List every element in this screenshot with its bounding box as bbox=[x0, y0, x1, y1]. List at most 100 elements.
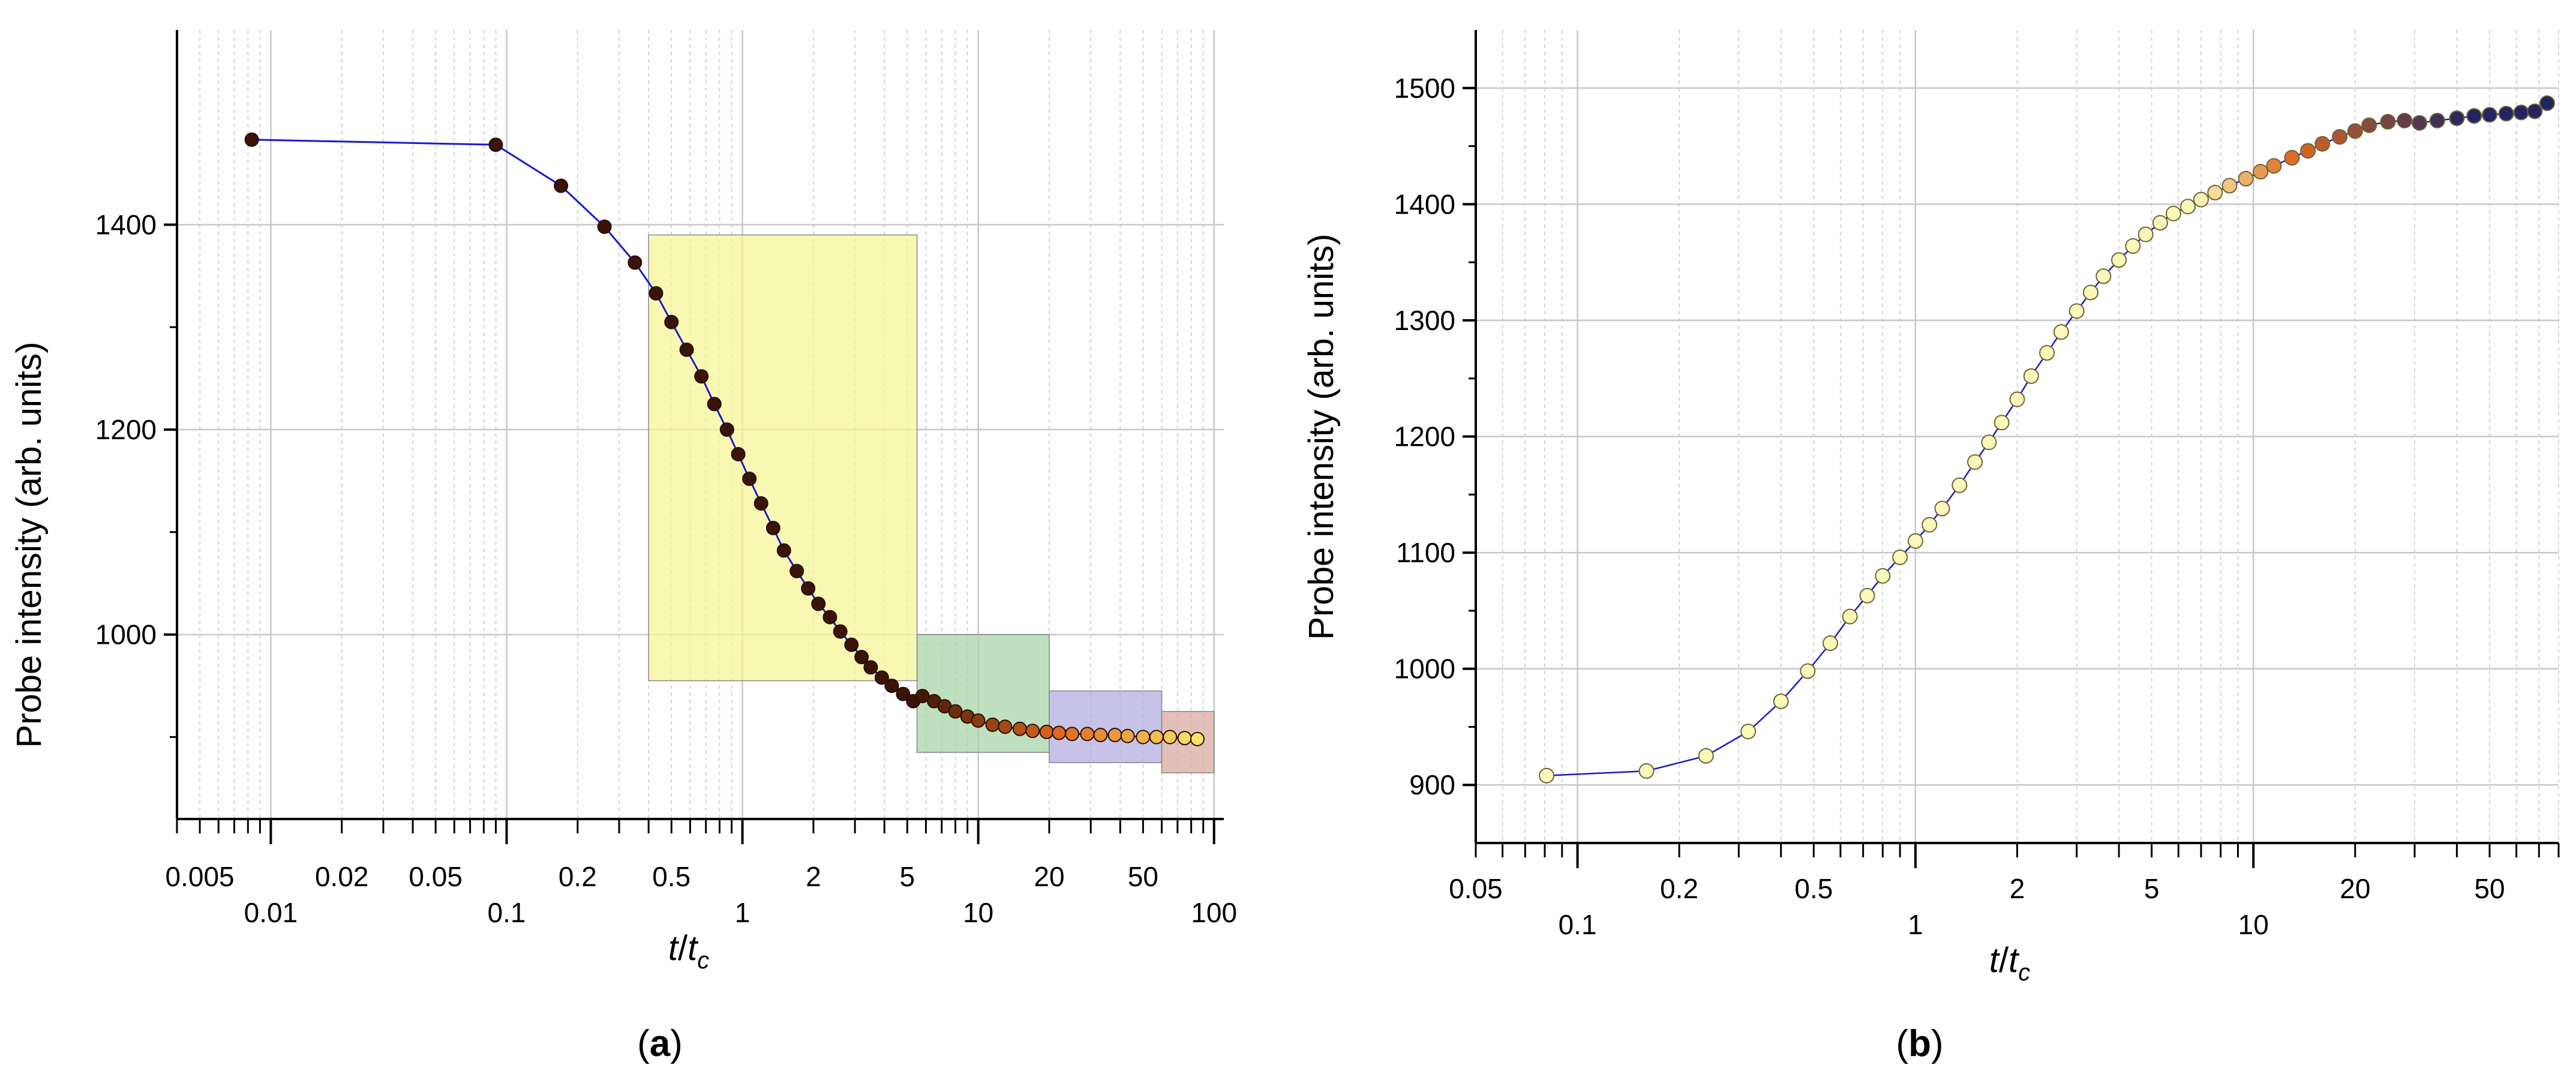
data-point bbox=[244, 132, 259, 147]
data-point bbox=[1136, 730, 1151, 745]
data-point bbox=[1842, 608, 1858, 625]
data-point bbox=[2125, 238, 2141, 254]
y-tick-label: 1400 bbox=[95, 209, 157, 240]
data-point bbox=[2180, 199, 2196, 215]
x-tick-label: 0.1 bbox=[1559, 909, 1597, 940]
data-point bbox=[1039, 724, 1054, 739]
panel-b-data-points bbox=[1539, 95, 2555, 784]
data-point bbox=[948, 704, 963, 719]
data-point bbox=[1065, 727, 1080, 742]
data-point bbox=[2466, 108, 2482, 124]
x-tick-label: 0.5 bbox=[652, 861, 690, 892]
shaded-region-purple bbox=[1049, 690, 1163, 763]
panel-a-axes bbox=[164, 30, 1224, 844]
data-point bbox=[2083, 284, 2099, 301]
x-tick-label: 50 bbox=[1128, 861, 1158, 892]
data-point bbox=[1052, 725, 1067, 740]
data-point bbox=[998, 719, 1013, 734]
data-point bbox=[2482, 107, 2498, 123]
panel-b-chart: 900 1000 1100 1200 1300 1400 1500 0.05 0.2 0.5 2 5 2… bbox=[1302, 30, 2560, 1064]
data-point bbox=[1875, 568, 1891, 584]
x-tick-label: 0.2 bbox=[1660, 873, 1698, 904]
data-point bbox=[742, 472, 757, 487]
x-tick-label: 2 bbox=[2010, 873, 2025, 904]
x-tick-label: 10 bbox=[2238, 909, 2269, 940]
x-tick-label: 0.005 bbox=[166, 861, 235, 892]
x-tick-label: 100 bbox=[1191, 897, 1237, 928]
data-point bbox=[1859, 587, 1875, 604]
panel-a-y-axis-title: Probe intensity (arb. units) bbox=[10, 342, 49, 748]
data-point bbox=[2111, 252, 2127, 268]
panel-b-axes bbox=[1463, 30, 2560, 868]
data-point bbox=[1149, 730, 1164, 745]
data-point bbox=[2238, 170, 2254, 187]
panel-b-tick-labels: 900 1000 1100 1200 1300 1400 1500 0.05 0.2 0.5 2 5 2… bbox=[1394, 73, 2505, 940]
data-point bbox=[971, 713, 986, 728]
data-point bbox=[2361, 117, 2377, 133]
x-tick-label: 5 bbox=[2144, 873, 2160, 904]
panel-b-x-title-base: t bbox=[1989, 941, 2001, 980]
shaded-region-yellow bbox=[648, 234, 918, 682]
data-point bbox=[854, 650, 869, 665]
data-point bbox=[2039, 345, 2055, 361]
data-point bbox=[2397, 112, 2413, 128]
data-point bbox=[2513, 104, 2529, 121]
panel-b-x-axis-title: t/tc bbox=[1989, 941, 2030, 986]
data-point bbox=[2314, 136, 2331, 152]
x-tick-label: 1 bbox=[735, 897, 750, 928]
data-point bbox=[719, 422, 734, 437]
data-point bbox=[731, 447, 746, 462]
data-point bbox=[2009, 391, 2025, 407]
panel-a-label-letter: a bbox=[650, 1023, 671, 1064]
panel-b-label-close: ) bbox=[1931, 1023, 1944, 1064]
panel-b-label-open: ( bbox=[1896, 1023, 1908, 1064]
data-point bbox=[1892, 549, 1908, 565]
data-point bbox=[844, 637, 859, 652]
y-tick-label: 1100 bbox=[1396, 537, 1455, 568]
data-point bbox=[664, 314, 679, 329]
y-tick-label: 1500 bbox=[1394, 73, 1455, 104]
data-point bbox=[915, 689, 930, 704]
panel-a-x-title-sub-base: t bbox=[687, 929, 699, 968]
panel-a-x-title-base: t bbox=[668, 929, 680, 968]
x-tick-label: 0.02 bbox=[315, 861, 369, 892]
panel-a-shaded-regions bbox=[648, 234, 1215, 773]
y-tick-label: 900 bbox=[1409, 769, 1455, 800]
x-tick-label: 5 bbox=[900, 861, 915, 892]
x-tick-label: 0.05 bbox=[1449, 873, 1503, 904]
data-point bbox=[1981, 434, 1997, 451]
data-point bbox=[1093, 727, 1108, 742]
data-point bbox=[2380, 113, 2396, 130]
y-tick-label: 1300 bbox=[1394, 305, 1455, 336]
data-point bbox=[2266, 158, 2282, 174]
panel-b-x-title-divider: / bbox=[1999, 941, 2009, 980]
data-point bbox=[2193, 191, 2209, 208]
data-point bbox=[765, 520, 780, 535]
panel-a-label-open: ( bbox=[637, 1023, 650, 1064]
data-point bbox=[554, 178, 569, 193]
panel-b-x-title-subscript: c bbox=[2018, 959, 2030, 986]
data-point bbox=[2023, 368, 2039, 384]
data-point bbox=[1740, 724, 1757, 740]
panel-a-label: (a) bbox=[637, 1023, 683, 1064]
data-point bbox=[776, 543, 791, 558]
data-point bbox=[1951, 477, 1968, 493]
data-point bbox=[1967, 454, 1983, 470]
data-point bbox=[1993, 415, 2010, 431]
data-point bbox=[1025, 724, 1040, 739]
data-point bbox=[1823, 635, 1839, 652]
data-point bbox=[1190, 731, 1205, 746]
data-point bbox=[1120, 728, 1135, 743]
data-point bbox=[789, 563, 804, 578]
data-point bbox=[597, 219, 612, 234]
data-point bbox=[1107, 727, 1122, 742]
data-point bbox=[2253, 164, 2269, 180]
x-tick-label: 0.5 bbox=[1794, 873, 1833, 904]
data-point bbox=[648, 286, 663, 301]
data-point bbox=[2347, 123, 2363, 139]
data-point bbox=[1922, 517, 1938, 533]
x-tick-label: 20 bbox=[2340, 873, 2370, 904]
data-point bbox=[707, 397, 722, 412]
data-point bbox=[863, 660, 878, 675]
